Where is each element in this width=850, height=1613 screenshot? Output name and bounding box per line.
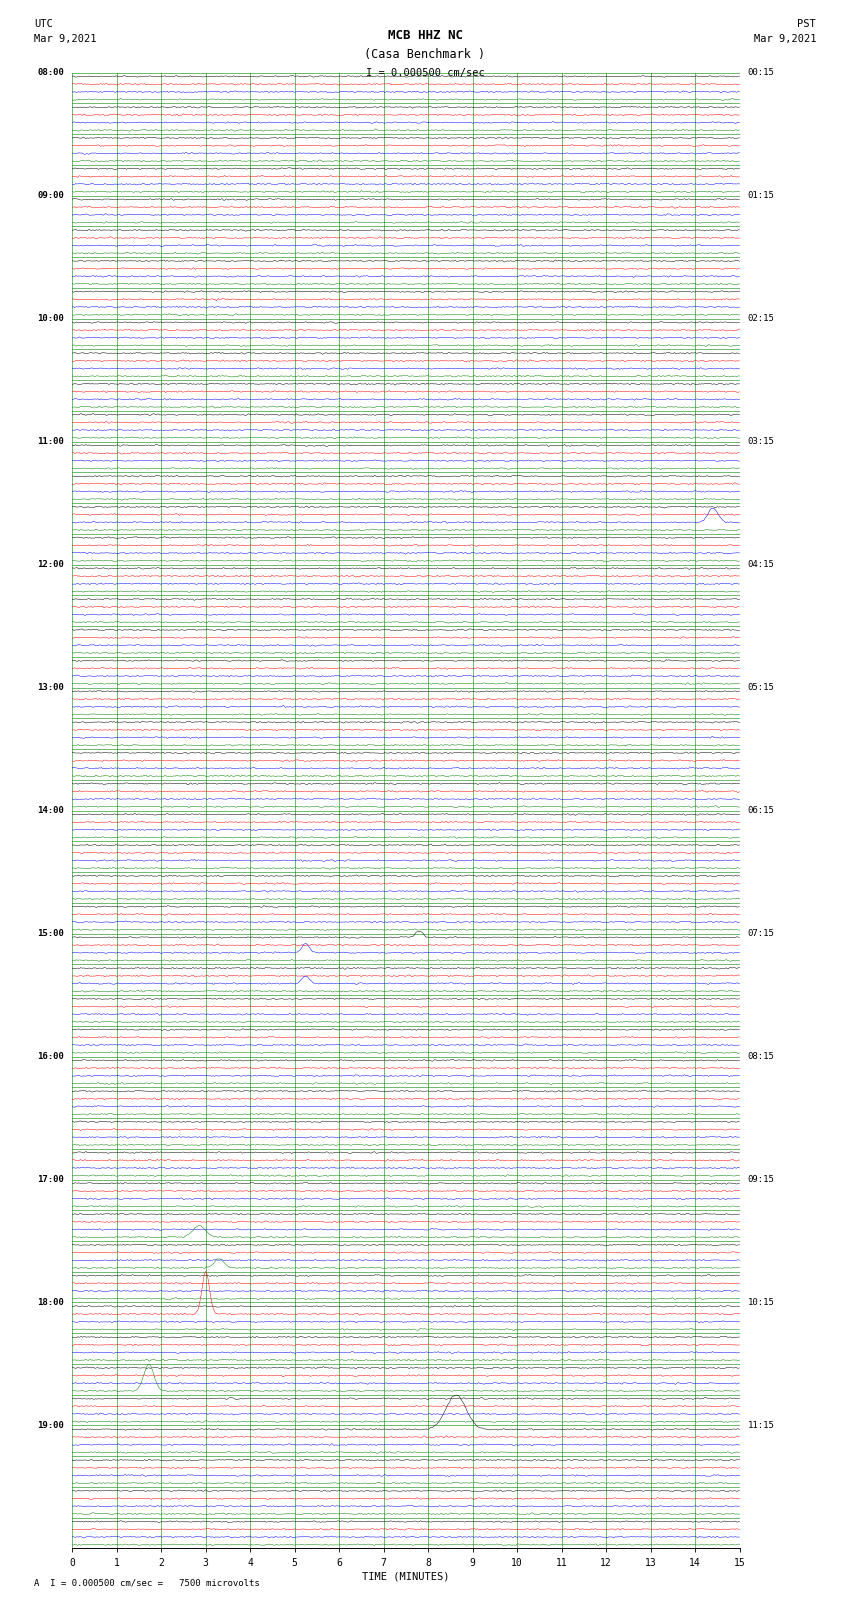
Text: 18:00: 18:00 [37,1298,65,1307]
Text: A  I = 0.000500 cm/sec =   7500 microvolts: A I = 0.000500 cm/sec = 7500 microvolts [34,1578,260,1587]
Text: 16:00: 16:00 [37,1052,65,1061]
Text: 09:00: 09:00 [37,190,65,200]
Text: UTC: UTC [34,19,53,29]
Text: 17:00: 17:00 [37,1174,65,1184]
Text: 14:00: 14:00 [37,806,65,815]
Text: 15:00: 15:00 [37,929,65,939]
Text: 08:00: 08:00 [37,68,65,77]
Text: 11:00: 11:00 [37,437,65,447]
Text: PST: PST [797,19,816,29]
Text: 19:00: 19:00 [37,1421,65,1431]
Text: 00:15: 00:15 [747,68,774,77]
Text: 01:15: 01:15 [747,190,774,200]
Text: 03:15: 03:15 [747,437,774,447]
Text: I = 0.000500 cm/sec: I = 0.000500 cm/sec [366,68,484,77]
Text: 02:15: 02:15 [747,315,774,323]
Text: 10:15: 10:15 [747,1298,774,1307]
X-axis label: TIME (MINUTES): TIME (MINUTES) [362,1571,450,1582]
Text: 10:00: 10:00 [37,315,65,323]
Text: Mar 9,2021: Mar 9,2021 [34,34,97,44]
Text: 09:15: 09:15 [747,1174,774,1184]
Text: Mar 9,2021: Mar 9,2021 [753,34,816,44]
Text: 08:15: 08:15 [747,1052,774,1061]
Text: 11:15: 11:15 [747,1421,774,1431]
Text: 06:15: 06:15 [747,806,774,815]
Text: 07:15: 07:15 [747,929,774,939]
Text: 05:15: 05:15 [747,682,774,692]
Text: 12:00: 12:00 [37,560,65,569]
Text: MCB HHZ NC: MCB HHZ NC [388,29,462,42]
Text: 13:00: 13:00 [37,682,65,692]
Text: (Casa Benchmark ): (Casa Benchmark ) [365,48,485,61]
Text: 04:15: 04:15 [747,560,774,569]
